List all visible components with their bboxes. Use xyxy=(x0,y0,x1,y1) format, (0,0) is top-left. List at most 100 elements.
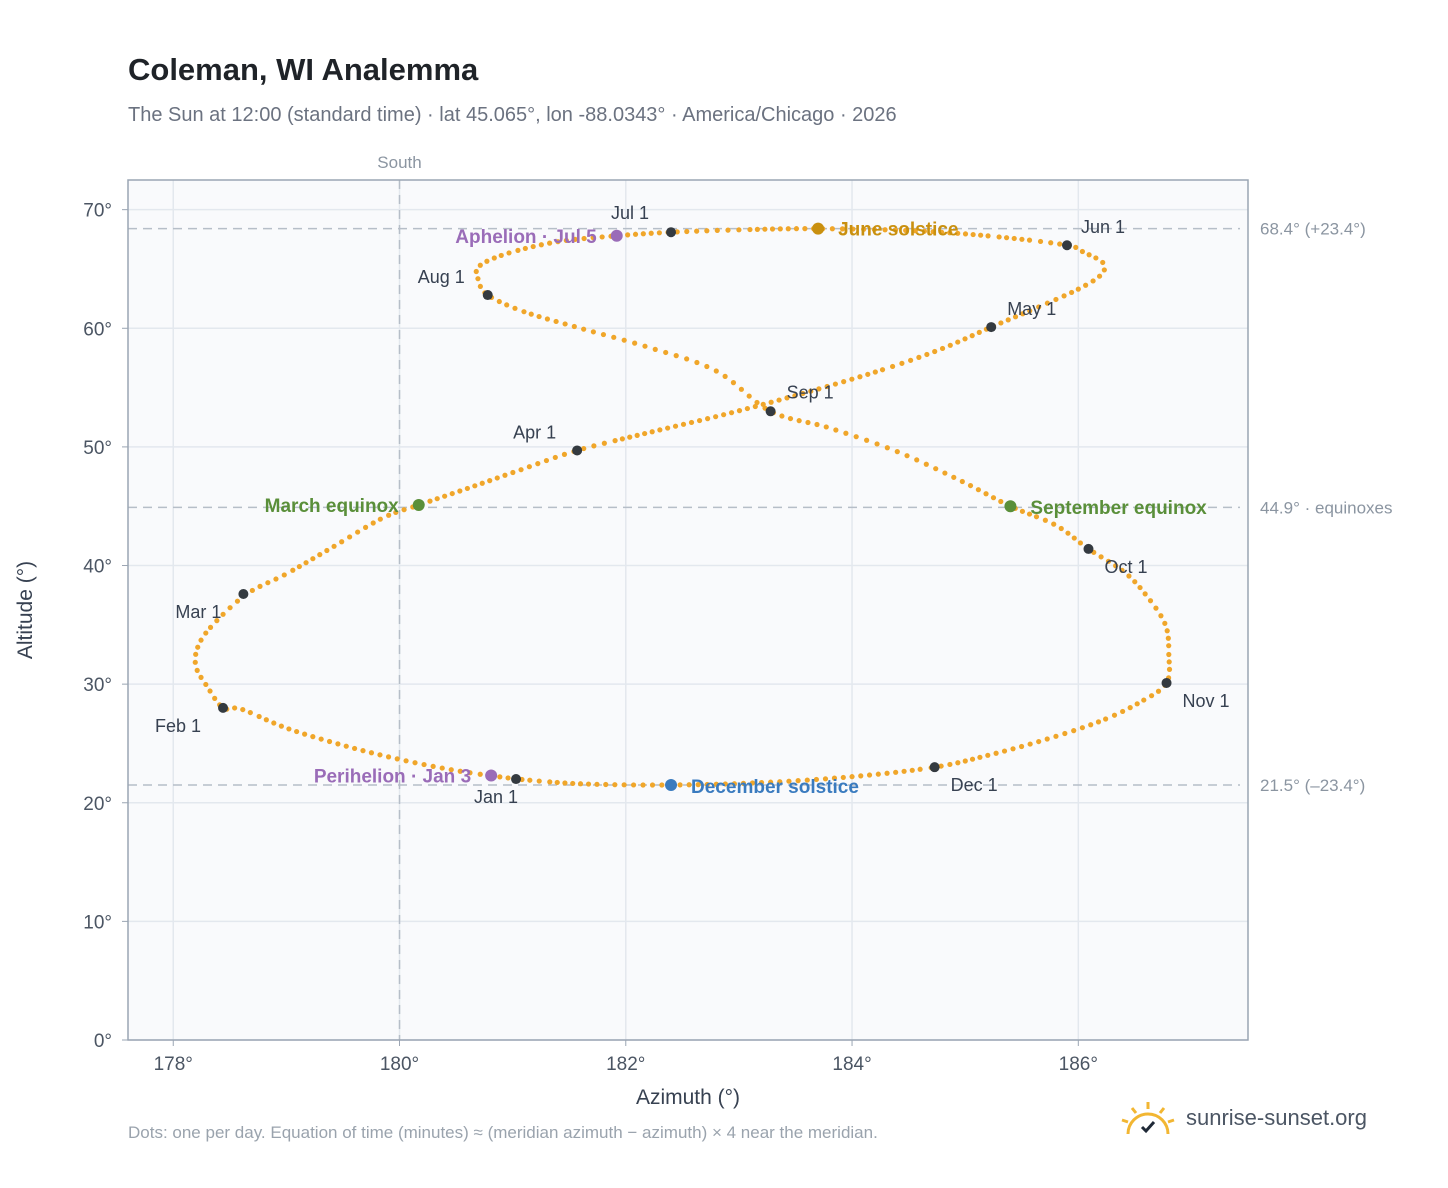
day-dot xyxy=(813,776,820,783)
day-dot xyxy=(938,229,945,235)
day-dot xyxy=(1165,635,1171,641)
day-dot xyxy=(977,754,983,760)
day-dot xyxy=(1126,573,1132,579)
day-dot xyxy=(547,240,553,246)
day-dot xyxy=(839,226,846,232)
day-dot xyxy=(214,618,220,624)
day-dot xyxy=(969,756,976,762)
day-dot xyxy=(793,226,800,232)
month-marker-label: Mar 1 xyxy=(175,602,221,622)
reference-line-label: 44.9° · equinoxes xyxy=(1260,498,1393,517)
day-dot xyxy=(203,681,209,688)
day-dot xyxy=(195,644,201,650)
day-dot xyxy=(677,782,683,788)
day-dot xyxy=(448,767,454,773)
day-dot xyxy=(849,774,855,780)
day-dot xyxy=(504,302,510,308)
day-dot xyxy=(439,765,445,771)
day-dot xyxy=(412,760,418,766)
day-dot xyxy=(530,243,536,250)
day-dot xyxy=(731,781,737,787)
day-dot xyxy=(1027,308,1033,314)
day-dot xyxy=(281,572,287,578)
day-dot xyxy=(421,761,427,768)
day-dot xyxy=(786,778,792,784)
day-dot xyxy=(555,239,561,245)
day-dot xyxy=(899,360,905,366)
chart-subtitle: The Sun at 12:00 (standard time) · lat 4… xyxy=(128,104,897,126)
day-dot xyxy=(343,743,349,749)
day-dot xyxy=(393,509,399,516)
day-dot xyxy=(625,232,631,238)
day-dot xyxy=(947,761,953,768)
day-dot xyxy=(521,309,527,315)
y-tick-label: 30° xyxy=(83,675,112,696)
day-dot xyxy=(754,226,760,232)
day-dot xyxy=(917,766,923,772)
day-dot xyxy=(621,337,627,343)
day-dot xyxy=(779,413,785,419)
footnote: Dots: one per day. Equation of time (min… xyxy=(128,1123,878,1142)
day-dot xyxy=(1079,248,1085,255)
day-dot xyxy=(663,349,669,356)
month-marker xyxy=(929,762,940,773)
day-dot xyxy=(686,782,692,788)
day-dot xyxy=(368,750,375,756)
month-marker-label: Sep 1 xyxy=(787,382,834,402)
day-dot xyxy=(194,667,200,673)
day-dot xyxy=(1026,237,1033,243)
day-dot xyxy=(722,781,728,787)
day-dot xyxy=(449,490,455,497)
day-dot xyxy=(853,434,859,440)
day-dot xyxy=(1111,712,1118,718)
day-dot xyxy=(884,770,890,776)
event-label: June solstice xyxy=(838,220,958,241)
month-marker-label: Jun 1 xyxy=(1081,217,1125,237)
day-dot xyxy=(985,233,991,239)
day-dot xyxy=(802,226,808,232)
day-dot xyxy=(370,520,376,526)
day-dot xyxy=(784,395,790,401)
day-dot xyxy=(1120,708,1126,715)
day-dot xyxy=(736,408,743,414)
day-dot xyxy=(962,231,969,237)
day-dot xyxy=(1105,558,1112,564)
day-dot xyxy=(696,417,703,424)
day-dot xyxy=(680,421,687,427)
day-dot xyxy=(640,231,646,237)
day-dot xyxy=(351,745,358,752)
day-dot xyxy=(665,425,671,431)
day-dot xyxy=(360,748,366,754)
day-dot xyxy=(933,466,939,472)
day-dot xyxy=(713,781,719,787)
plot-frame xyxy=(127,179,1249,1041)
day-dot xyxy=(198,637,204,643)
day-dot xyxy=(800,390,806,397)
day-dot xyxy=(932,348,938,355)
brand[interactable]: sunrise-sunset.org xyxy=(1120,1100,1367,1136)
day-dot xyxy=(1044,300,1051,306)
day-dot xyxy=(785,226,791,232)
day-dot xyxy=(632,231,639,237)
day-dot xyxy=(740,780,747,786)
day-dot xyxy=(1164,628,1170,634)
day-dot xyxy=(207,624,214,630)
day-dot xyxy=(1083,282,1089,288)
month-marker xyxy=(765,406,776,417)
day-dot xyxy=(640,782,646,788)
day-dot xyxy=(256,713,262,720)
day-dot xyxy=(386,512,392,518)
day-dot xyxy=(522,245,528,252)
month-marker xyxy=(1061,240,1072,251)
day-dot xyxy=(1061,293,1067,299)
day-dot xyxy=(296,563,302,570)
day-dot xyxy=(1020,311,1026,317)
day-dot xyxy=(909,767,915,773)
day-dot xyxy=(808,388,814,394)
day-dot xyxy=(695,782,701,788)
day-dot xyxy=(754,399,760,406)
day-dot xyxy=(1166,659,1172,665)
day-dot xyxy=(562,321,568,327)
day-dot xyxy=(1033,514,1040,520)
